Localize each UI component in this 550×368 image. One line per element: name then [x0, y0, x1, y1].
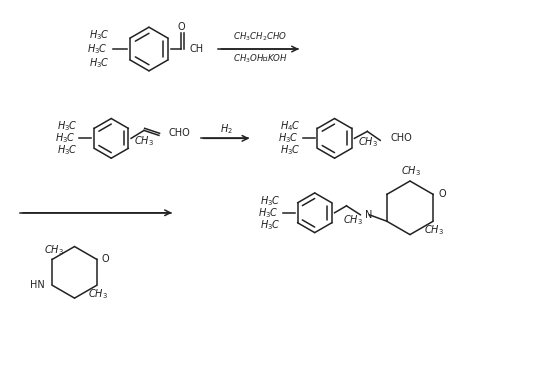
Text: $H_3C$: $H_3C$: [278, 131, 299, 145]
Text: $H_3C$: $H_3C$: [260, 218, 281, 231]
Text: $H_3C$: $H_3C$: [57, 144, 78, 157]
Text: O: O: [438, 190, 446, 199]
Text: $H_3C$: $H_3C$: [57, 120, 78, 133]
Text: HN: HN: [30, 280, 45, 290]
Text: $H_4C$: $H_4C$: [280, 120, 301, 133]
Text: $CH_3$: $CH_3$: [401, 164, 421, 178]
Text: $H_3C$: $H_3C$: [55, 131, 75, 145]
Text: $CH_3$: $CH_3$: [424, 223, 444, 237]
Text: $CH_3$: $CH_3$: [88, 287, 108, 301]
Text: O: O: [178, 22, 185, 32]
Text: O: O: [102, 254, 109, 265]
Text: $CH_3$: $CH_3$: [343, 213, 364, 227]
Text: $H_3C$: $H_3C$: [258, 206, 279, 220]
Text: $H_3C$: $H_3C$: [260, 194, 281, 208]
Text: $CH_3$: $CH_3$: [44, 244, 64, 257]
Text: $H_3C$: $H_3C$: [86, 42, 107, 56]
Text: CHO: CHO: [390, 133, 412, 144]
Text: $CH_3CH_2CHO$: $CH_3CH_2CHO$: [233, 31, 287, 43]
Text: $CH_3$: $CH_3$: [134, 134, 154, 148]
Text: $H_2$: $H_2$: [220, 123, 233, 136]
Text: $H_3C$: $H_3C$: [280, 144, 301, 157]
Text: $H_3C$: $H_3C$: [90, 56, 110, 70]
Text: $H_3C$: $H_3C$: [90, 28, 110, 42]
Text: CHO: CHO: [169, 128, 190, 138]
Text: $CH_3$: $CH_3$: [359, 135, 378, 149]
Text: CH: CH: [190, 44, 203, 54]
Text: N: N: [365, 210, 373, 220]
Text: $CH_3OH$，$KOH$: $CH_3OH$，$KOH$: [233, 53, 288, 65]
